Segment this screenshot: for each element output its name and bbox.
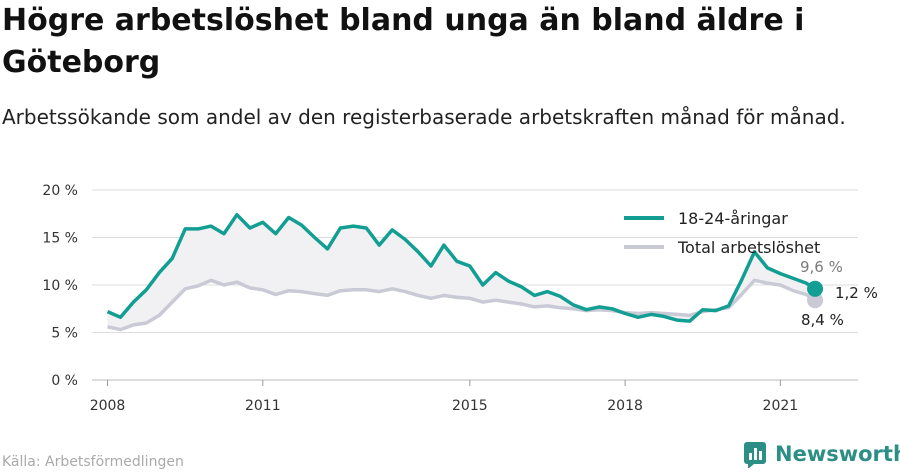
series-lines (106, 212, 824, 332)
youth-series-line (106, 212, 816, 323)
y-tick-label: 10 % (42, 278, 78, 294)
total-end-dot (807, 292, 824, 309)
source-note: Källa: Arbetsförmedlingen (2, 454, 184, 470)
chart-subtitle: Arbetssökande som andel av den registerb… (2, 105, 846, 129)
x-tick-label: 2018 (607, 398, 643, 414)
youth-end-dot (807, 280, 824, 297)
y-tick-label: 20 % (42, 183, 78, 199)
chart-title: Högre arbetslöshet bland unga än bland ä… (2, 3, 805, 80)
end-labels: 9,6 % 1,2 % 8,4 % (800, 258, 878, 329)
y-tick-label: 0 % (51, 373, 78, 389)
legend: 18-24-åringar Total arbetslöshet (624, 209, 820, 257)
difference-area (107, 214, 815, 330)
brand-name: Newsworthy (775, 442, 900, 466)
legend-label-youth: 18-24-åringar (678, 209, 788, 228)
y-tick-label: 15 % (42, 231, 78, 247)
difference-shading (107, 214, 815, 330)
end-label-youth: 9,6 % (800, 258, 843, 276)
x-tick-label: 2021 (763, 398, 799, 414)
x-tick-label: 2011 (245, 398, 281, 414)
end-label-total: 8,4 % (801, 311, 844, 329)
x-tick-label: 2008 (90, 398, 126, 414)
legend-label-total: Total arbetslöshet (677, 238, 820, 257)
end-label-diff: 1,2 % (835, 284, 878, 302)
newsworthy-brand[interactable]: Newsworthy (740, 440, 900, 470)
newsworthy-logo-icon (744, 442, 766, 468)
x-tick-label: 2015 (452, 398, 488, 414)
y-tick-label: 5 % (51, 326, 78, 342)
axis-labels: 0 % 5 % 10 % 15 % 20 % 2008 2011 2015 2018 2021 (42, 183, 798, 414)
